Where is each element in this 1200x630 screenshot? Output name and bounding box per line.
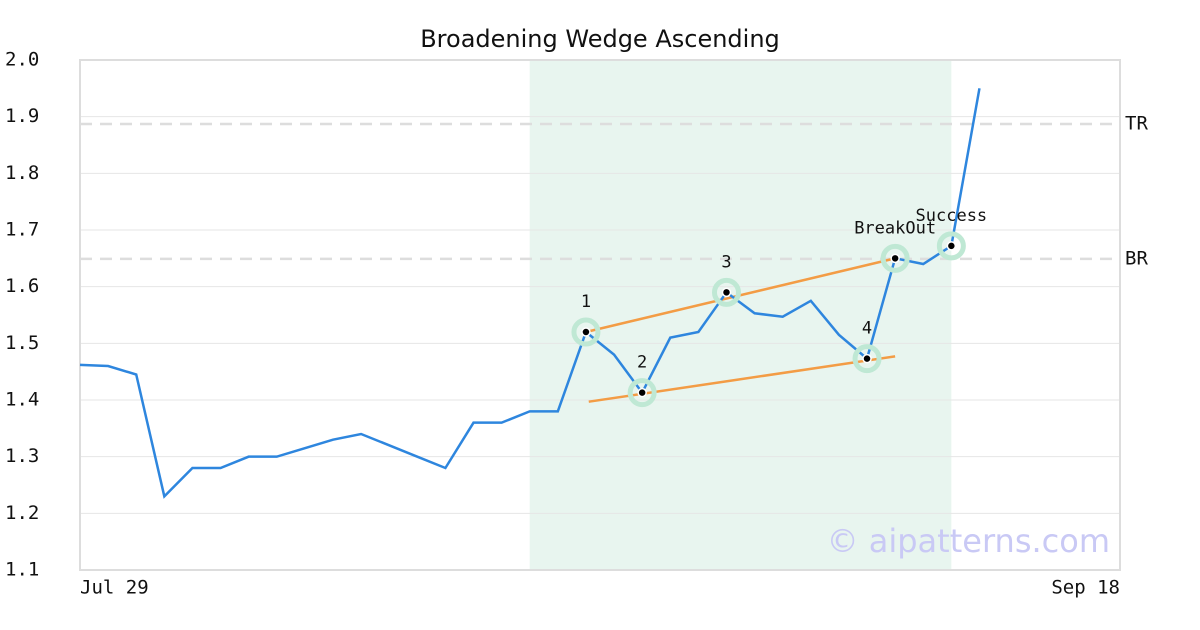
- pivot-dot: [581, 327, 591, 337]
- y-tick-label: 1.7: [5, 219, 39, 241]
- pivot-label: Success: [916, 206, 988, 226]
- x-tick-label: Sep 18: [1051, 577, 1120, 599]
- pivot-dot: [946, 241, 957, 251]
- y-tick-label: 1.5: [5, 332, 39, 354]
- y-tick-label: 1.4: [5, 389, 39, 411]
- pivot-label: 2: [637, 353, 647, 373]
- level-label: TR: [1125, 113, 1148, 135]
- pivot-dot: [637, 387, 647, 398]
- x-tick-label: Jul 29: [80, 577, 149, 599]
- pivot-dot: [862, 353, 872, 364]
- watermark: © aipatterns.com: [827, 522, 1110, 560]
- pivot-halo: [627, 378, 657, 408]
- pivot-dot: [890, 253, 900, 264]
- plot-frame: [79, 59, 1121, 571]
- pivot-halo: [880, 243, 910, 273]
- price-line: [79, 88, 981, 499]
- y-tick-label: 1.1: [5, 559, 39, 581]
- pivot-label: 1: [581, 292, 591, 312]
- pivot-label: 4: [862, 319, 872, 339]
- pattern-region: [529, 60, 952, 570]
- y-tick-label: 1.9: [5, 105, 39, 127]
- pivot-halo: [936, 231, 966, 261]
- y-tick-label: 1.3: [5, 445, 39, 467]
- pivot-label: BreakOut: [854, 218, 936, 238]
- pivot-halo: [711, 277, 741, 307]
- y-tick-label: 2.0: [5, 49, 39, 71]
- pivot-dot: [721, 287, 732, 298]
- level-label: BR: [1125, 247, 1148, 269]
- y-tick-label: 1.6: [5, 275, 39, 297]
- y-tick-label: 1.2: [5, 502, 39, 524]
- chart-title: Broadening Wedge Ascending: [420, 25, 780, 53]
- pivot-label: 3: [721, 252, 731, 272]
- y-tick-label: 1.8: [5, 162, 39, 184]
- pivot-halo: [852, 344, 882, 374]
- pivot-halo: [571, 317, 601, 347]
